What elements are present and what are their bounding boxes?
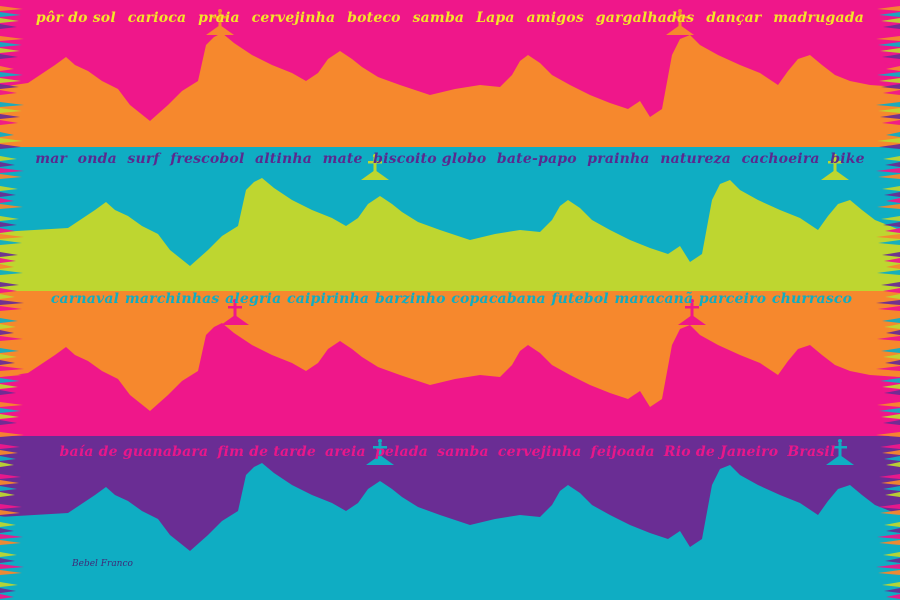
- christ-statue-3-0: [366, 439, 394, 465]
- word-1-8: prainha: [587, 151, 650, 167]
- christ-statue-0-1: [666, 9, 694, 35]
- mountain-skyline-0: [0, 33, 900, 147]
- word-0-1: carioca: [127, 10, 187, 26]
- word-0-6: Lapa: [476, 10, 515, 26]
- word-3-3: pelada: [374, 444, 429, 460]
- word-1-5: mate: [322, 151, 363, 167]
- word-1-6: biscoito globo: [373, 151, 487, 167]
- word-2-6: futebol: [551, 291, 609, 307]
- word-3-7: Rio de Janeiro: [663, 444, 779, 460]
- word-1-10: cachoeira: [741, 151, 820, 167]
- word-line-beach: mar onda surf frescobol altinha mate biscoito …: [0, 146, 900, 172]
- word-1-7: bate-papo: [496, 151, 577, 167]
- word-1-0: mar: [35, 151, 68, 167]
- word-0-9: dançar: [706, 10, 762, 26]
- word-2-8: parceiro: [698, 291, 767, 307]
- word-3-4: samba: [437, 444, 489, 460]
- word-0-10: madrugada: [773, 10, 865, 26]
- word-2-3: caipirinha: [287, 291, 370, 307]
- word-2-4: barzinho: [374, 291, 446, 307]
- christ-statue-2-1: [678, 299, 706, 325]
- word-3-6: feijoada: [590, 444, 655, 460]
- word-2-9: churrasco: [771, 291, 853, 307]
- artist-signature: Bebel Franco: [72, 559, 133, 569]
- word-0-8: gargalhadas: [595, 10, 695, 26]
- word-1-2: surf: [127, 151, 160, 167]
- word-3-8: Brasil: [787, 444, 836, 460]
- word-2-5: copacabana: [451, 291, 546, 307]
- christ-statue-1-1: [821, 154, 849, 180]
- word-3-2: areia: [325, 444, 366, 460]
- christ-statue-1-0: [361, 154, 389, 180]
- word-1-11: bike: [830, 151, 865, 167]
- word-3-0: baía de guanabara: [59, 444, 209, 460]
- word-3-5: cervejinha: [497, 444, 582, 460]
- word-1-3: frescobol: [170, 151, 245, 167]
- word-1-9: natureza: [660, 151, 732, 167]
- word-0-0: pôr do sol: [35, 10, 116, 26]
- fringe-right: [876, 0, 900, 599]
- word-2-1: marchinhas: [124, 291, 220, 307]
- word-1-1: onda: [77, 151, 117, 167]
- mountain-skyline-1: [0, 178, 900, 291]
- word-2-2: alegria: [225, 291, 282, 307]
- christ-statue-2-0: [221, 299, 249, 325]
- word-2-7: maracanã: [614, 291, 694, 307]
- word-3-1: fim de tarde: [217, 444, 316, 460]
- christ-statue-0-0: [206, 9, 234, 35]
- word-line-carnival: carnaval marchinhas alegria caipirinha barzi…: [0, 286, 900, 312]
- word-0-3: cervejinha: [251, 10, 336, 26]
- word-0-4: boteco: [347, 10, 401, 26]
- word-2-0: carnaval: [50, 291, 120, 307]
- word-line-sunset: pôr do sol carioca praia cervejinha boteco sa…: [0, 5, 900, 31]
- word-0-7: amigos: [526, 10, 584, 26]
- fringe-left: [0, 0, 24, 599]
- word-0-5: samba: [412, 10, 465, 26]
- word-0-2: praia: [198, 10, 240, 26]
- mountain-skyline-2: [0, 323, 900, 436]
- word-line-guanabara: baía de guanabara fim de tarde areia pelada…: [0, 439, 900, 465]
- christ-statue-3-1: [826, 439, 854, 465]
- word-1-4: altinha: [255, 151, 313, 167]
- mountain-skyline-3: [0, 463, 900, 600]
